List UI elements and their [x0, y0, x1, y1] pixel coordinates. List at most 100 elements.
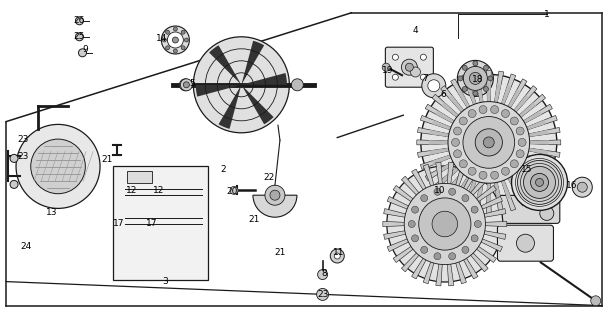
Circle shape	[180, 79, 191, 91]
Wedge shape	[445, 221, 507, 227]
Text: 12: 12	[126, 186, 137, 195]
Circle shape	[458, 76, 463, 81]
Circle shape	[518, 160, 562, 204]
Circle shape	[411, 67, 420, 77]
Wedge shape	[448, 95, 489, 142]
Circle shape	[382, 63, 390, 71]
Circle shape	[510, 117, 518, 125]
Wedge shape	[489, 120, 546, 142]
Wedge shape	[489, 79, 527, 142]
Wedge shape	[489, 74, 516, 142]
Wedge shape	[489, 142, 529, 190]
Wedge shape	[425, 104, 489, 142]
Circle shape	[75, 33, 84, 41]
Wedge shape	[436, 142, 489, 174]
Circle shape	[468, 109, 476, 117]
Wedge shape	[462, 142, 489, 211]
Wedge shape	[429, 140, 489, 145]
Circle shape	[181, 30, 185, 34]
Circle shape	[524, 166, 555, 198]
Circle shape	[491, 106, 499, 114]
Wedge shape	[489, 127, 560, 142]
Circle shape	[471, 235, 478, 242]
Wedge shape	[489, 140, 549, 145]
Wedge shape	[448, 142, 489, 190]
Circle shape	[421, 195, 428, 202]
Wedge shape	[412, 169, 445, 224]
Wedge shape	[489, 142, 501, 202]
Wedge shape	[387, 224, 445, 252]
Wedge shape	[209, 45, 241, 85]
Circle shape	[193, 37, 290, 133]
FancyBboxPatch shape	[418, 196, 560, 223]
Circle shape	[488, 76, 493, 81]
FancyBboxPatch shape	[127, 171, 152, 183]
Wedge shape	[445, 209, 506, 224]
Wedge shape	[445, 224, 478, 279]
Text: 6: 6	[440, 90, 446, 99]
Wedge shape	[430, 130, 489, 142]
Wedge shape	[219, 85, 241, 129]
Wedge shape	[489, 95, 529, 142]
Wedge shape	[423, 164, 445, 224]
Circle shape	[459, 117, 467, 125]
Text: 20: 20	[227, 188, 238, 196]
Circle shape	[334, 253, 340, 259]
Wedge shape	[489, 94, 546, 142]
Wedge shape	[387, 196, 445, 224]
Circle shape	[387, 166, 503, 282]
Wedge shape	[384, 209, 445, 224]
Wedge shape	[477, 142, 489, 202]
Circle shape	[511, 154, 568, 211]
Text: 5: 5	[189, 79, 196, 88]
Wedge shape	[417, 127, 489, 142]
Wedge shape	[423, 224, 445, 284]
Wedge shape	[425, 142, 489, 180]
Text: 18: 18	[472, 76, 483, 84]
Circle shape	[591, 296, 601, 306]
Circle shape	[448, 102, 530, 183]
Wedge shape	[445, 164, 466, 224]
Wedge shape	[489, 142, 548, 155]
Text: 12: 12	[153, 186, 164, 195]
Wedge shape	[445, 224, 497, 262]
Wedge shape	[489, 142, 511, 199]
Circle shape	[183, 82, 189, 88]
Circle shape	[483, 137, 494, 148]
Wedge shape	[384, 224, 445, 239]
Wedge shape	[432, 120, 489, 142]
Text: 21: 21	[248, 215, 259, 224]
Circle shape	[405, 63, 414, 71]
Circle shape	[331, 249, 344, 263]
Text: 17: 17	[146, 220, 157, 228]
Circle shape	[463, 116, 514, 168]
FancyBboxPatch shape	[497, 225, 554, 261]
Circle shape	[469, 72, 481, 84]
Circle shape	[422, 74, 446, 98]
Circle shape	[419, 198, 471, 250]
Circle shape	[428, 80, 440, 92]
Text: 21: 21	[274, 248, 285, 257]
Wedge shape	[241, 73, 287, 85]
Circle shape	[174, 49, 177, 53]
Circle shape	[10, 155, 18, 163]
Circle shape	[167, 32, 183, 48]
Wedge shape	[489, 142, 557, 169]
Wedge shape	[432, 94, 489, 142]
Wedge shape	[445, 162, 454, 224]
Circle shape	[434, 188, 441, 195]
Circle shape	[535, 178, 544, 186]
Wedge shape	[474, 142, 489, 214]
Circle shape	[265, 185, 285, 205]
Circle shape	[166, 46, 170, 50]
Circle shape	[479, 106, 487, 114]
Wedge shape	[489, 89, 521, 142]
Circle shape	[473, 91, 478, 96]
Wedge shape	[430, 142, 489, 155]
Circle shape	[174, 27, 177, 31]
Wedge shape	[442, 142, 489, 182]
Wedge shape	[489, 71, 504, 142]
Circle shape	[408, 220, 415, 228]
Wedge shape	[489, 142, 504, 214]
Circle shape	[448, 188, 456, 195]
